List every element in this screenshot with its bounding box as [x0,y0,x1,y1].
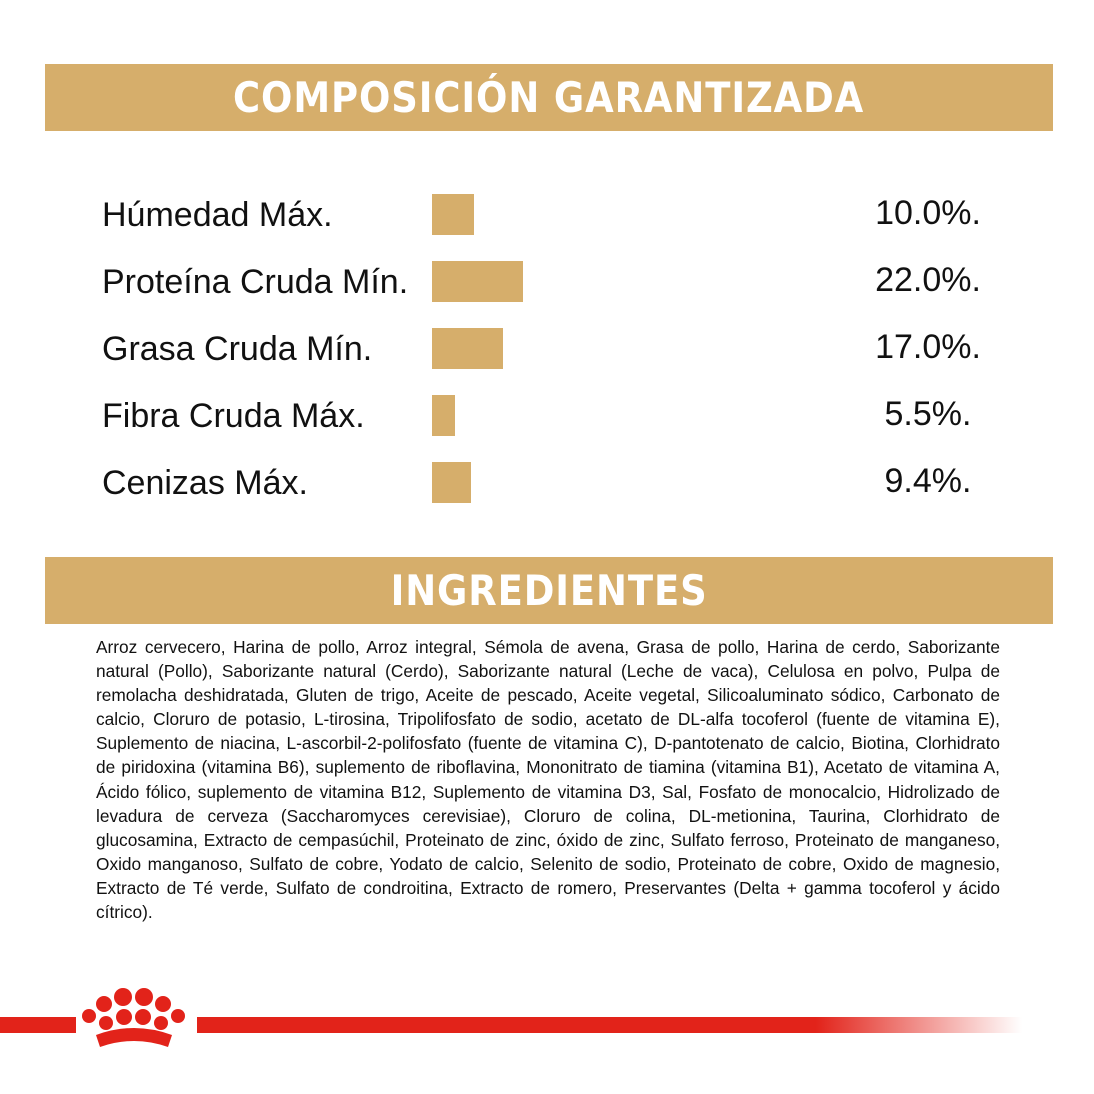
value-label: 5.5%. [884,395,972,433]
header-title: COMPOSICIÓN GARANTIZADA [233,73,865,122]
row-label: Cenizas Máx. [102,464,308,502]
ingredients-title: INGREDIENTES [390,566,708,615]
value-label: 17.0%. [875,328,981,366]
bar [432,462,471,503]
row-label: Húmedad Máx. [102,196,333,234]
logo-strip [0,988,1022,1047]
ingredients-text: Arroz cervecero, Harina de pollo, Arroz … [96,637,1000,923]
value-label: 9.4%. [884,462,972,500]
bar [432,261,524,302]
crown-logo [82,988,185,1047]
section-header: INGREDIENTES [45,557,1053,624]
row-label: Grasa Cruda Mín. [102,330,373,368]
bar [432,395,455,436]
section-header: COMPOSICIÓN GARANTIZADA [45,64,1053,131]
value-label: 22.0%. [875,261,981,299]
bar [432,194,474,235]
row-label: Proteína Cruda Mín. [102,263,409,301]
red-line [0,1017,76,1033]
bar [432,328,503,369]
red-line [197,1017,1022,1033]
value-label: 10.0%. [875,194,981,232]
row-label: Fibra Cruda Máx. [102,397,365,435]
